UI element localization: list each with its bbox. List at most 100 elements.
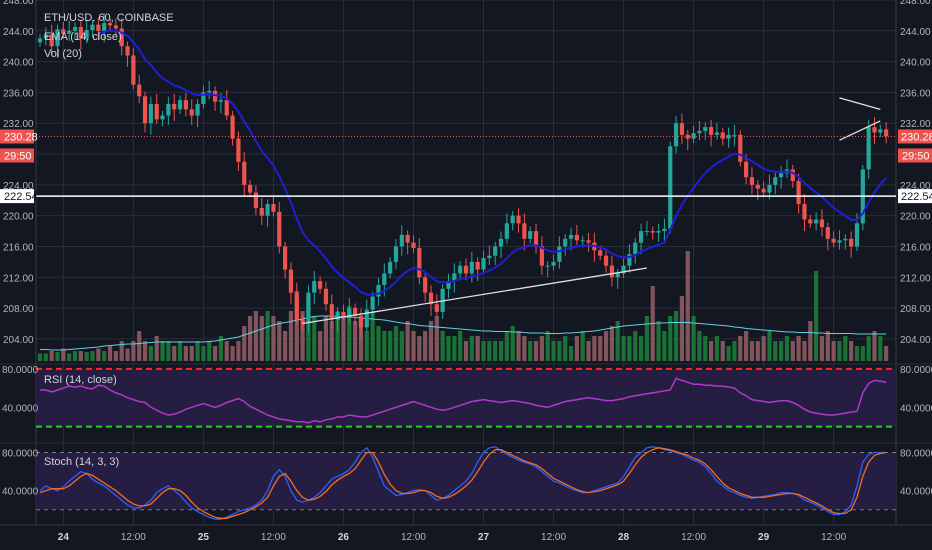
candle [458,265,463,274]
candle [504,223,509,239]
volume-bar [166,341,171,361]
time-tick-label: 28 [618,532,630,543]
candle [265,204,270,216]
candle [452,273,457,282]
candle [679,123,685,135]
stoch-label: Stoch (14, 3, 3) [44,456,119,468]
candle [388,261,393,274]
trendline[interactable] [839,97,881,110]
stoch-d-line [39,447,887,519]
volume-bar [615,321,620,361]
candle [335,311,340,320]
candle [218,100,224,102]
volume-bar [592,336,597,361]
price-pane[interactable]: 248.00 248.00 244.00 244.00 240.00 240.00 236.… [3,0,931,524]
last-price-tag-right-text: 230.28 [901,131,932,143]
price-tick-label-right: 220.00 [900,212,931,223]
volume-bar [744,331,749,361]
candle [160,115,165,120]
price-tick-label-left: 224.00 [3,181,34,192]
volume-bar [878,336,883,361]
volume-bar [318,331,323,361]
time-tick-label: 27 [478,532,490,543]
candle [638,231,644,243]
volume-bar [860,346,865,361]
volume-bar [452,336,457,361]
volume-bar [884,346,889,361]
volume-bar [708,341,714,361]
candle [831,238,836,243]
candle [212,90,218,102]
time-tick-label: 12:00 [681,532,706,543]
candle [843,238,848,241]
volume-bar [463,341,469,361]
candle [236,138,241,162]
volume-bar [67,353,72,361]
candle [779,173,784,178]
price-tick-label-left: 248.00 [3,0,34,7]
volume-bar [458,331,463,361]
price-tick-label-right: 224.00 [900,181,931,192]
volume-bar [154,336,159,361]
candle [726,134,731,139]
candle [253,192,259,208]
volume-bar [78,351,83,361]
volume-bar [720,341,725,361]
candle [790,169,795,181]
candle [872,127,877,133]
candle [568,234,574,239]
trendline[interactable] [302,267,648,325]
volume-bar [411,331,416,361]
candle [312,281,317,293]
stoch-tick-label-left: 80.0000 [2,449,39,460]
volume-bar [790,341,795,361]
volume-bar [218,336,224,361]
candle [166,103,171,116]
candle [318,281,323,289]
candle [854,223,860,247]
candle [84,30,89,39]
candle [533,231,539,247]
candle [271,204,276,212]
volume-bar [767,331,772,361]
candle [189,109,194,116]
candle [113,25,118,29]
stoch-pane[interactable]: 80.0000 80.0000 40.0000 40.0000 [0,442,932,520]
countdown-tag-right [898,148,932,163]
volume-bar [854,346,860,361]
price-tick-label-right: 208.00 [900,304,931,315]
last-price-tag-left [0,129,34,144]
candle [755,184,760,189]
volume-bar [679,296,685,361]
volume-bar [866,336,871,361]
volume-bar [282,331,288,361]
volume-bar [574,336,579,361]
volume-bar [212,346,218,361]
candle [183,100,188,110]
volume-bar [102,351,107,361]
candle [574,234,579,241]
rsi-pane[interactable]: 80.0000 80.0000 40.0000 40.0000 [0,363,932,428]
volume-bar [703,336,708,361]
price-tick-label-left: 244.00 [3,27,34,38]
candle [691,133,696,139]
volume-bar [49,351,54,361]
candle [498,238,504,247]
candle [49,34,54,47]
candle [598,250,603,256]
rsi-tick-label-right: 80.0000 [900,365,932,376]
volume-bar [148,346,153,361]
candle [773,177,778,185]
volume-bar [172,346,177,361]
volume-bar [843,336,848,361]
candle [61,29,66,34]
countdown-tag-left-text: 29:50 [4,150,32,162]
volume-bar [773,341,778,361]
time-axis[interactable]: 24 12:00 25 12:00 26 12:00 27 12:00 28 12:00 29 12:… [0,524,932,543]
candle [627,254,632,266]
countdown-tag-right-text: 29:50 [902,150,930,162]
time-tick-label: 12:00 [821,532,846,543]
candle [125,46,130,56]
volume-bar [673,311,679,361]
